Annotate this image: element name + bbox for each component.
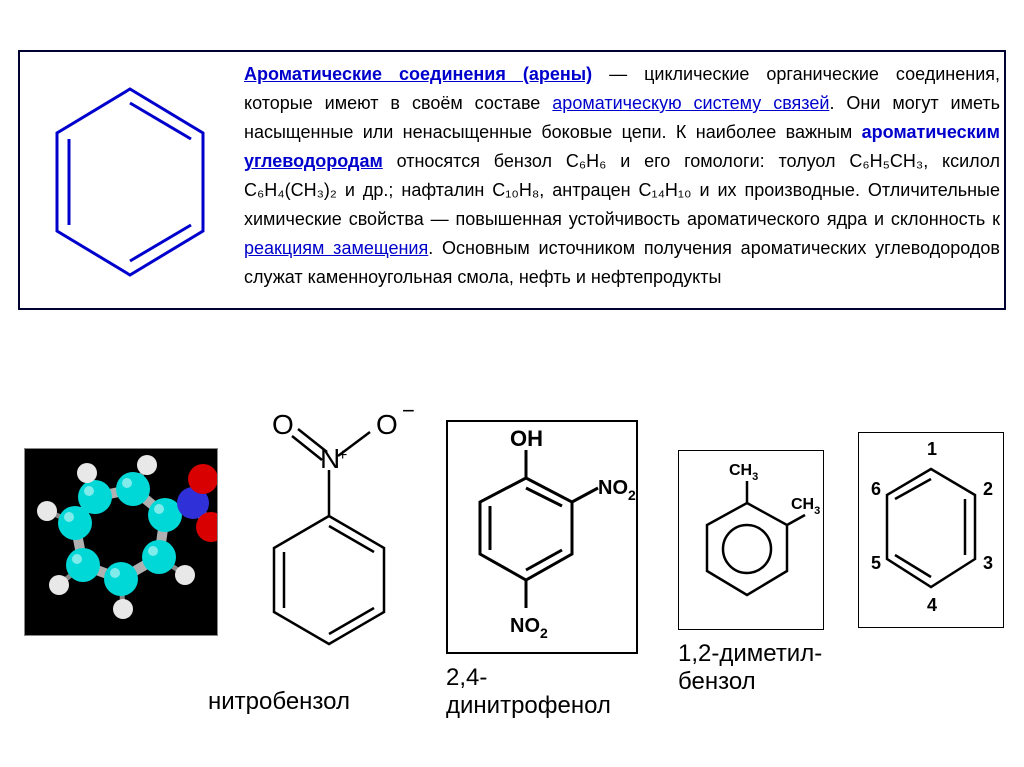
svg-text:6: 6 bbox=[871, 479, 881, 499]
benzene-hex-icon bbox=[45, 77, 215, 287]
definition-text: Ароматические соединения (арены) — цикли… bbox=[244, 60, 1000, 292]
svg-text:+: + bbox=[338, 447, 347, 464]
numbered-benzene: 1 2 3 4 5 6 bbox=[858, 432, 1004, 628]
svg-text:OH: OH bbox=[510, 426, 543, 451]
svg-text:NO2: NO2 bbox=[598, 477, 636, 503]
molecule-3d-model bbox=[24, 448, 218, 636]
svg-text:NO2: NO2 bbox=[510, 615, 548, 641]
link-hydrocarbons[interactable]: углеводородам bbox=[244, 151, 383, 171]
svg-text:1: 1 bbox=[927, 439, 937, 459]
dimethylbenzene-structure: CH3 CH3 bbox=[678, 450, 824, 630]
molecules-row: O O − N + OH NO2 NO2 bbox=[0, 388, 1024, 708]
definition-box: Ароматические соединения (арены) — цикли… bbox=[18, 50, 1006, 310]
svg-text:4: 4 bbox=[927, 595, 937, 615]
svg-text:3: 3 bbox=[983, 553, 993, 573]
dinitrophenol-structure: OH NO2 NO2 bbox=[446, 420, 638, 654]
svg-text:O: O bbox=[376, 409, 398, 440]
svg-text:CH3: CH3 bbox=[791, 496, 820, 517]
nitrobenzene-structure: O O − N + bbox=[234, 406, 424, 666]
label-nitrobenzene: нитробензол bbox=[208, 688, 350, 716]
svg-text:5: 5 bbox=[871, 553, 881, 573]
svg-text:CH3: CH3 bbox=[729, 462, 758, 483]
term-arenes: Ароматические соединения (арены) bbox=[244, 64, 592, 84]
svg-text:O: O bbox=[272, 409, 294, 440]
svg-text:−: − bbox=[402, 406, 415, 423]
svg-text:2: 2 bbox=[983, 479, 993, 499]
label-dmb: 1,2-диметил-бензол bbox=[678, 640, 848, 696]
label-dnp: 2,4-динитрофенол bbox=[446, 664, 646, 720]
link-aromatic-system[interactable]: ароматическую систему связей bbox=[552, 93, 829, 113]
link-substitution[interactable]: реакциям замещения bbox=[244, 238, 428, 258]
